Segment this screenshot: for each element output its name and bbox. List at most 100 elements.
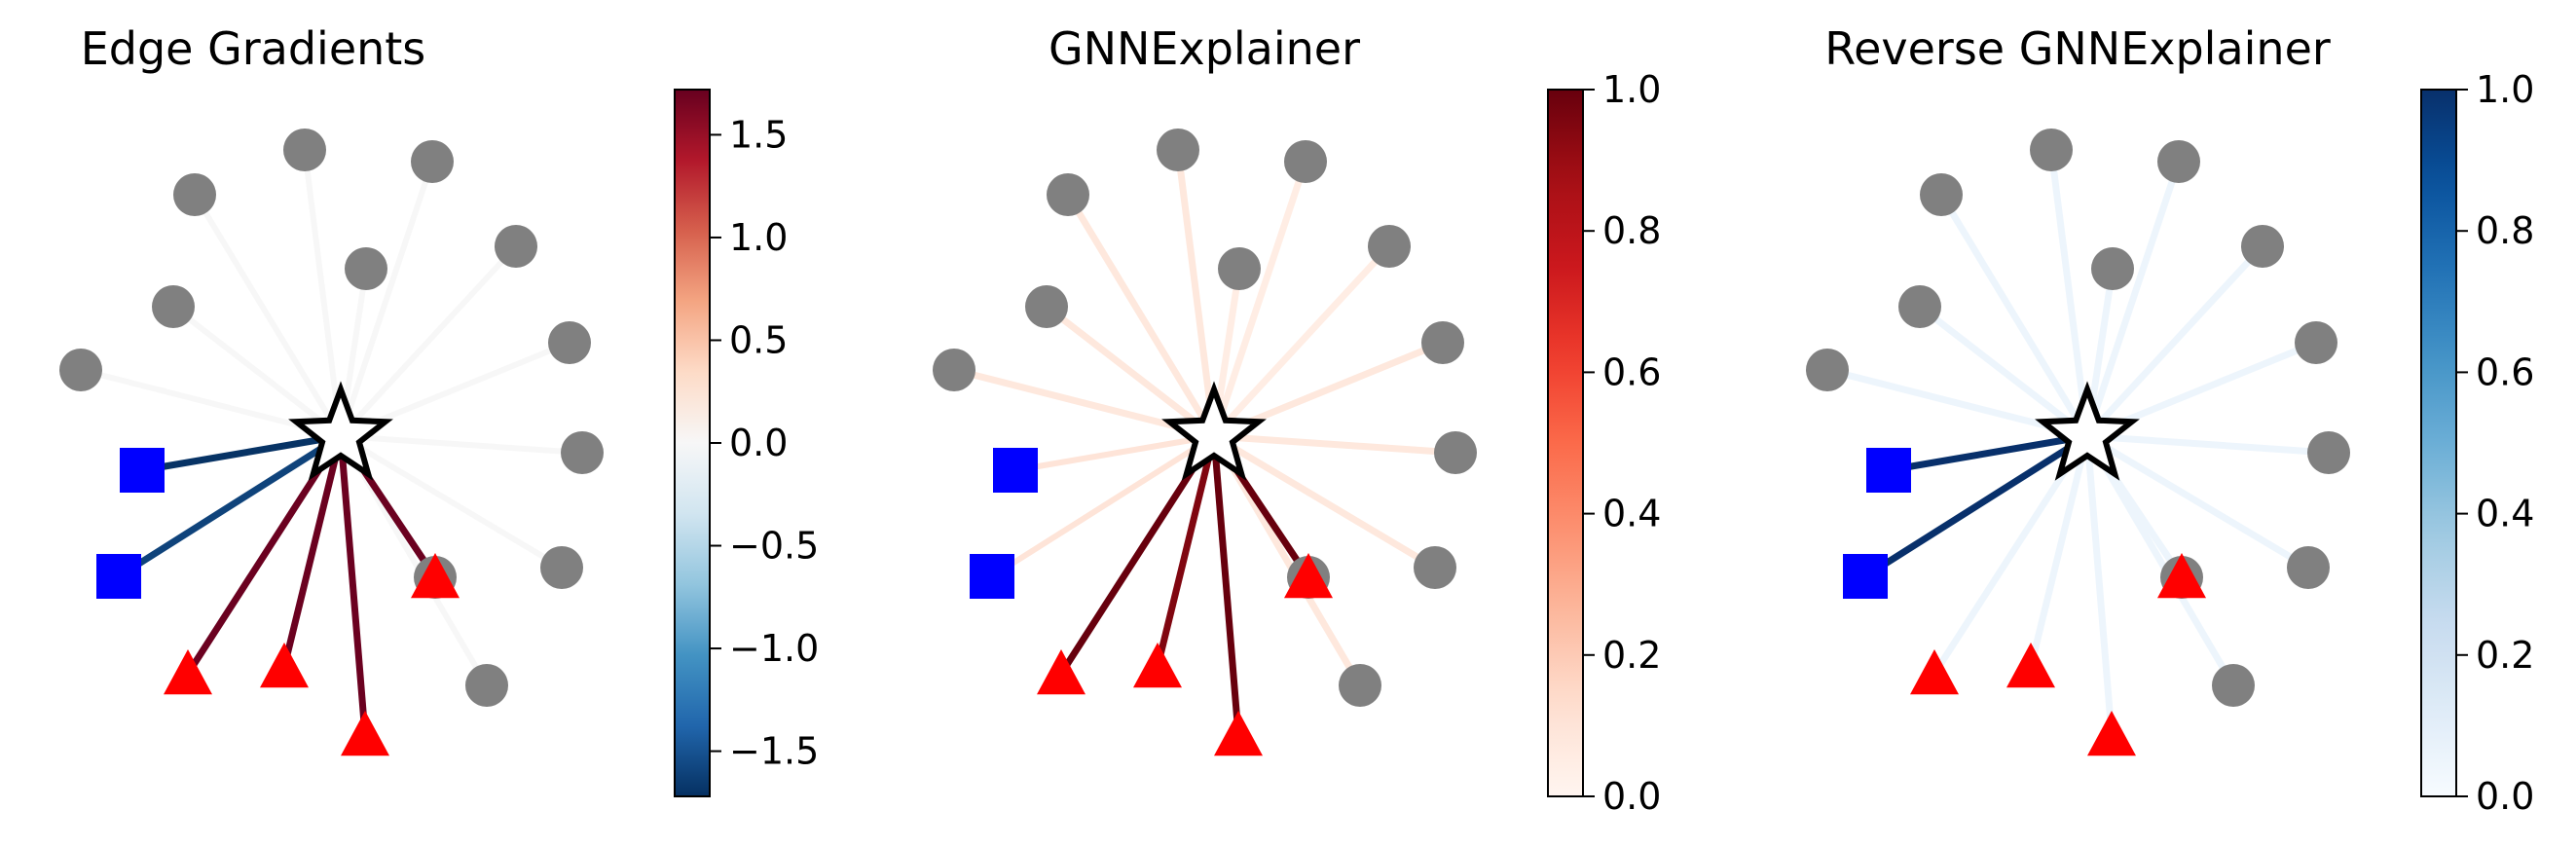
edge: [1210, 160, 1309, 438]
edge: [1211, 243, 1392, 439]
circle-node: [1421, 321, 1464, 364]
center-star-node: [288, 381, 393, 481]
triangle-node: [260, 643, 309, 688]
triangle-node: [1037, 649, 1086, 695]
panel-2: GNNExplainer 0.0 0.2 0.4 0.6 0.8 1.0: [933, 22, 1661, 818]
square-node: [1843, 554, 1888, 599]
circle-node: [1368, 225, 1411, 268]
nodes: [59, 129, 604, 756]
panel-3: Reverse GNNExplainer 0.0 0.2 0.4 0.6 0.8 1.0: [1806, 22, 2534, 818]
circle-node: [1898, 285, 1941, 328]
edge: [2086, 432, 2330, 457]
colorbar-tick-label: −1.5: [729, 730, 819, 773]
circle-node: [548, 321, 591, 364]
colorbar-tick-label: 0.5: [729, 318, 788, 361]
colorbar-tick-label: 0.6: [2476, 350, 2534, 393]
edge: [1888, 432, 2088, 474]
edge: [1212, 432, 1437, 571]
circle-node: [2091, 247, 2134, 290]
edge: [1014, 433, 1215, 473]
colorbar-tick-label: 1.0: [1602, 68, 1661, 111]
triangle-node: [1214, 711, 1263, 756]
colorbar-tick-label: 1.0: [2476, 68, 2534, 111]
colorbar-tick-label: 0.2: [2476, 634, 2534, 677]
circle-node: [1025, 285, 1068, 328]
colorbar-scale: [2420, 89, 2457, 797]
nodes: [1806, 129, 2350, 756]
colorbar-tick-label: 0.0: [1602, 775, 1661, 818]
circle-node: [173, 173, 216, 216]
colorbar-tick-label: 1.5: [729, 113, 788, 156]
panel-title: Reverse GNNExplainer: [1824, 22, 2331, 75]
colorbar-tick-label: 0.0: [729, 422, 788, 464]
circle-node: [2287, 546, 2330, 589]
colorbar-scale: [674, 89, 711, 797]
edge: [2084, 243, 2265, 439]
colorbar-tick-label: 0.0: [2476, 775, 2534, 818]
triangle-node: [2157, 553, 2206, 599]
edge: [990, 433, 1216, 579]
circle-node: [2295, 321, 2337, 364]
colorbar: 0.0 0.2 0.4 0.6 0.8 1.0: [1547, 68, 1661, 818]
colorbar-tick-label: 0.8: [1602, 209, 1661, 252]
edge: [192, 193, 344, 438]
circle-node: [1806, 349, 1849, 391]
circle-node: [2030, 129, 2073, 171]
edge: [1065, 193, 1217, 438]
edge: [2027, 435, 2091, 668]
colorbar-tick-label: −1.0: [729, 627, 819, 670]
triangle-node: [341, 711, 389, 756]
colorbar-tick-label: 0.8: [2476, 209, 2534, 252]
triangle-node: [2006, 643, 2055, 688]
edge: [1174, 149, 1218, 437]
square-node: [120, 448, 165, 493]
edge: [1213, 432, 1456, 457]
edge: [337, 435, 369, 736]
square-node: [970, 554, 1014, 599]
edge: [340, 433, 583, 456]
edge: [302, 149, 344, 437]
circle-node: [933, 349, 975, 391]
edge: [1863, 433, 2089, 579]
edge: [1938, 193, 2090, 438]
triangle-node: [2087, 711, 2136, 756]
circle-node: [2212, 664, 2255, 707]
square-node: [993, 448, 1038, 493]
edge: [2083, 160, 2183, 438]
circle-node: [411, 140, 454, 183]
circle-node: [2307, 431, 2350, 474]
edge: [2083, 435, 2116, 736]
circle-node: [465, 664, 508, 707]
edge: [338, 161, 435, 437]
circle-node: [1339, 664, 1381, 707]
colorbar: 0.0 0.2 0.4 0.6 0.8 1.0: [2420, 68, 2534, 818]
circle-node: [2157, 140, 2200, 183]
triangle-node: [1910, 649, 1959, 695]
edge: [117, 433, 343, 579]
circle-node: [1434, 431, 1477, 474]
triangle-node: [1284, 553, 1333, 599]
panel-title: GNNExplainer: [1049, 22, 1360, 75]
circle-node: [561, 431, 604, 474]
panel-title: Edge Gradients: [81, 22, 426, 75]
colorbar-scale: [1547, 89, 1584, 797]
edge: [1154, 435, 1218, 668]
square-node: [96, 554, 141, 599]
edge: [1917, 304, 2090, 439]
nodes: [933, 129, 1477, 756]
square-node: [1866, 448, 1911, 493]
edge: [339, 433, 564, 571]
circle-node: [540, 546, 583, 589]
colorbar-tick-label: 0.6: [1602, 350, 1661, 393]
panel-1: Edge Gradients −1.5 −1.0 −0.5 0.0 0.5 1.0 1.5: [59, 22, 819, 797]
triangle-node: [411, 553, 460, 599]
edges: [953, 149, 1456, 736]
circle-node: [1047, 173, 1089, 216]
colorbar-tick-label: 0.4: [1602, 493, 1661, 535]
circle-node: [1218, 247, 1261, 290]
edge: [1210, 435, 1242, 736]
circle-node: [283, 129, 326, 171]
edge: [171, 304, 343, 439]
triangle-node: [164, 649, 212, 695]
